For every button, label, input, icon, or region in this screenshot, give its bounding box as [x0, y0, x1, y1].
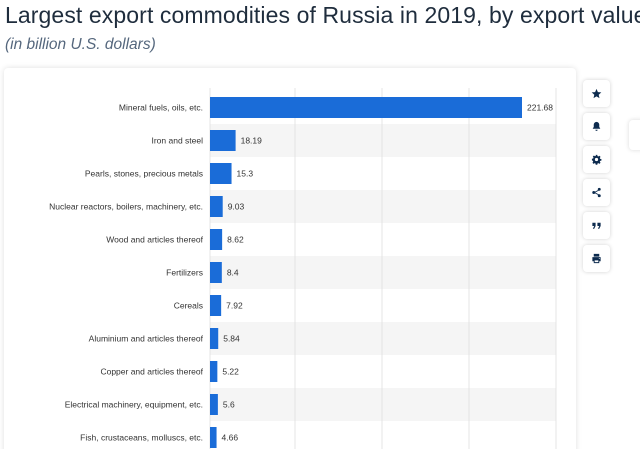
value-label: 221.68 [527, 103, 553, 113]
bar-chart: Mineral fuels, oils, etc. 221.68 Iron and … [49, 88, 557, 449]
category-label: Fertilizers [166, 268, 203, 278]
value-label: 9.03 [228, 202, 245, 212]
gear-icon [591, 154, 602, 165]
print-icon [592, 253, 601, 264]
row-stripe [210, 124, 556, 157]
category-label: Aluminium and articles thereof [89, 334, 204, 344]
bar[interactable] [210, 361, 218, 382]
bar[interactable] [210, 427, 217, 448]
value-label: 5.22 [222, 367, 239, 377]
bell-icon [592, 121, 601, 131]
row-stripe [210, 388, 556, 421]
side-panel-edge [629, 120, 640, 150]
bar[interactable] [210, 295, 222, 316]
category-label: Mineral fuels, oils, etc. [119, 103, 203, 113]
category-label: Pearls, stones, precious metals [85, 169, 203, 179]
bar[interactable] [210, 328, 219, 349]
settings-button[interactable] [583, 146, 610, 173]
bar[interactable] [210, 394, 218, 415]
value-label: 5.84 [223, 334, 240, 344]
notification-button[interactable] [583, 113, 610, 140]
row-stripe [210, 190, 556, 223]
value-label: 5.6 [223, 400, 235, 410]
print-button[interactable] [583, 245, 610, 272]
bar[interactable] [210, 130, 236, 151]
row-stripe [210, 322, 556, 355]
value-label: 18.19 [241, 136, 263, 146]
category-label: Wood and articles thereof [106, 235, 203, 245]
favorite-button[interactable] [583, 80, 610, 107]
category-label: Fish, crustaceans, molluscs, etc. [80, 433, 203, 443]
value-label: 4.66 [222, 433, 239, 443]
bar[interactable] [210, 262, 222, 283]
value-label: 7.92 [226, 301, 243, 311]
category-label: Cereals [174, 301, 203, 311]
bar[interactable] [210, 229, 223, 250]
chart-toolbar [583, 80, 611, 278]
category-label: Electrical machinery, equipment, etc. [65, 400, 203, 410]
category-label: Iron and steel [151, 136, 203, 146]
value-label: 8.4 [227, 268, 239, 278]
cite-button[interactable] [583, 212, 610, 239]
row-stripe [210, 256, 556, 289]
bar[interactable] [210, 163, 232, 184]
bar[interactable] [210, 196, 223, 217]
value-label: 15.3 [237, 169, 254, 179]
share-button[interactable] [583, 179, 610, 206]
category-label: Copper and articles thereof [100, 367, 203, 377]
chart-card: Mineral fuels, oils, etc. 221.68 Iron and … [4, 68, 576, 449]
page-subtitle: (in billion U.S. dollars) [5, 36, 156, 53]
quote-icon [592, 222, 601, 229]
value-label: 8.62 [227, 235, 244, 245]
category-label: Nuclear reactors, boilers, machinery, et… [49, 202, 203, 212]
share-icon [592, 187, 601, 198]
page-title: Largest export commodities of Russia in … [5, 2, 640, 28]
bar[interactable] [210, 97, 522, 118]
star-icon [591, 88, 602, 99]
